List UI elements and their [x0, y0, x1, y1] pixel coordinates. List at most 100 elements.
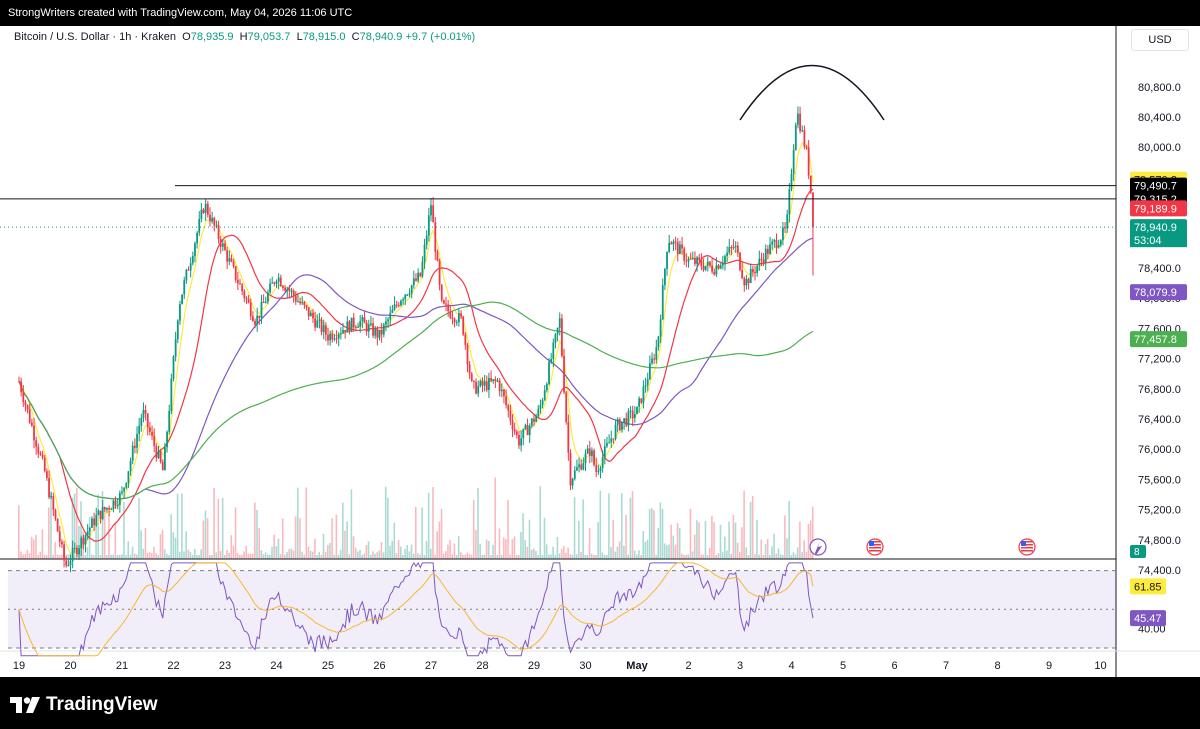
volume-bar [380, 542, 383, 559]
volume-bar [309, 550, 312, 559]
time-tick-label: 29 [528, 660, 540, 672]
volume-bar [545, 544, 548, 559]
candle-body [633, 414, 636, 418]
symbol-name[interactable]: Bitcoin / U.S. Dollar · 1h · Kraken [14, 31, 177, 43]
volume-bar [367, 541, 370, 559]
candle-body [681, 244, 683, 249]
volume-bar [447, 544, 449, 559]
candle-body [357, 326, 359, 328]
candle-body [739, 252, 741, 270]
candle-body [314, 318, 317, 328]
volume-bar [127, 541, 130, 559]
candle [290, 287, 293, 298]
volume-bar [196, 554, 198, 559]
volume-bar [410, 544, 413, 559]
volume-bar [599, 490, 602, 559]
volume-bar [717, 553, 720, 559]
ma-purple-line [18, 237, 814, 500]
candle-body [687, 258, 690, 262]
candle-body [543, 390, 546, 400]
volume-bar [254, 502, 256, 559]
tradingview-logo[interactable]: TradingView [10, 693, 158, 717]
candle-body [97, 510, 100, 515]
candle [805, 145, 808, 150]
candle-body [106, 507, 108, 510]
rsi-label: 45.47 [1130, 610, 1166, 627]
volume-bar [539, 486, 542, 559]
candle-body [329, 333, 332, 341]
volume-bar [743, 490, 745, 559]
symbol-legend[interactable]: Bitcoin / U.S. Dollar · 1h · Kraken O78,… [14, 31, 475, 43]
candle [674, 236, 677, 251]
candle-body [41, 454, 44, 458]
volume-bar [421, 507, 424, 559]
candle [447, 300, 450, 317]
volume-bar [762, 554, 765, 559]
footer: TradingView [0, 677, 1200, 729]
candle [599, 465, 602, 479]
candle [621, 422, 623, 433]
candle-body [477, 385, 480, 394]
volume-bar [226, 549, 228, 559]
volume-bar [412, 553, 415, 559]
candle [363, 311, 366, 323]
volume-bar [118, 554, 121, 559]
candle-body [136, 433, 138, 448]
candle [612, 438, 615, 444]
candle [30, 418, 33, 428]
candle-body [108, 507, 111, 510]
volume-bar [659, 502, 662, 559]
price-tick-label: 76,000.0 [1138, 444, 1181, 456]
rsi-label-text: 61.85 [1134, 581, 1162, 593]
candle [33, 417, 35, 449]
candle-body [61, 541, 63, 545]
candle [773, 238, 776, 248]
candle [513, 422, 516, 436]
time-tick-label: 19 [13, 660, 25, 672]
rsi-label: 61.85 [1130, 578, 1166, 595]
candle-body [805, 146, 808, 148]
candle-body [496, 380, 499, 382]
flag-canton [1021, 541, 1026, 546]
volume-bar [80, 501, 82, 559]
volume-bar [801, 552, 803, 559]
volume-bar [251, 553, 254, 559]
candle [84, 534, 87, 553]
volume-bar [468, 554, 471, 559]
candle-body [661, 285, 664, 320]
candle [380, 322, 383, 343]
volume-bar [723, 536, 726, 559]
candle-body [322, 325, 325, 333]
candle [541, 397, 544, 409]
low-label: L [296, 31, 303, 43]
volume-bar [73, 493, 76, 559]
currency-button[interactable]: USD [1131, 29, 1189, 51]
volume-bar [537, 554, 539, 559]
volume-bar [90, 554, 93, 559]
candle [721, 255, 724, 270]
candle-body [807, 147, 810, 176]
candle-body [473, 380, 475, 382]
candle-body [320, 319, 323, 333]
candle [112, 499, 115, 513]
candle-body [133, 445, 136, 448]
chart-canvas[interactable]: 80,800.080,400.080,000.079,600.079,200.0… [0, 26, 1200, 677]
volume-bar [678, 528, 681, 559]
candle-body [260, 301, 263, 318]
volume-bar [481, 554, 484, 559]
candle [430, 197, 432, 222]
candle-body [393, 304, 396, 310]
candle [331, 329, 334, 343]
candle [93, 512, 96, 532]
candle [425, 230, 428, 250]
price-tick-label: 76,800.0 [1138, 384, 1181, 396]
volume-bar [337, 554, 340, 559]
volume-bar [41, 529, 44, 559]
candle-body [367, 324, 370, 332]
volume-bar [176, 493, 179, 559]
volume-bar [335, 514, 338, 559]
volume-bar [78, 525, 80, 559]
time-tick-label: 30 [579, 660, 591, 672]
candle [260, 294, 263, 325]
candle [466, 342, 469, 373]
